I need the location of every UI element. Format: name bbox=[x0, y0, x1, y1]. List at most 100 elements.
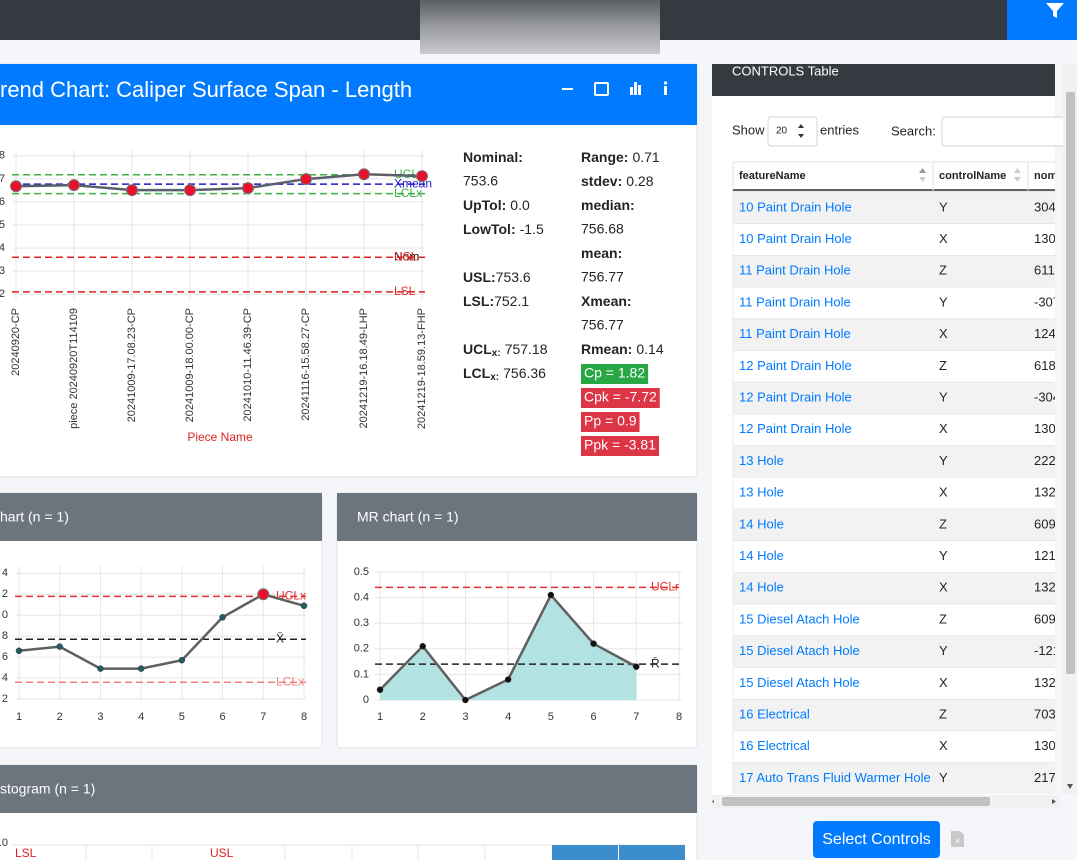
stat-line: stdev: 0.28 bbox=[581, 173, 654, 189]
scroll-arrow[interactable] bbox=[1067, 784, 1073, 789]
maximize-icon[interactable] bbox=[594, 82, 609, 96]
scroll-arrow[interactable] bbox=[711, 799, 715, 804]
i-chart-header bbox=[0, 493, 322, 541]
page-size-select[interactable] bbox=[767, 116, 818, 147]
feature-link[interactable]: 13 Hole bbox=[739, 485, 784, 500]
v-scroll-thumb[interactable] bbox=[1066, 92, 1075, 674]
stat-label: USL: bbox=[463, 269, 496, 285]
feature-link[interactable]: 10 Paint Drain Hole bbox=[739, 231, 852, 246]
table-cell: Y bbox=[939, 389, 948, 404]
stat-value: 0.14 bbox=[636, 341, 663, 357]
stat-value: 752.1 bbox=[494, 293, 529, 309]
table-cell: X bbox=[939, 738, 948, 753]
y-tick-label: 0.3 bbox=[354, 617, 369, 629]
data-point bbox=[126, 184, 138, 197]
table-cell: 1321. bbox=[1034, 580, 1067, 595]
table-cell: X bbox=[939, 675, 948, 690]
table-cell: Z bbox=[939, 611, 947, 626]
usl-marker: USL bbox=[210, 846, 234, 860]
x-tick-label: 20241116-15.58.27-CP bbox=[300, 308, 312, 421]
column-header[interactable]: nomi bbox=[1034, 170, 1060, 182]
data-point bbox=[419, 642, 426, 650]
controls-title: CONTROLS Table bbox=[732, 63, 839, 78]
y-tick-label: 8 bbox=[2, 630, 8, 642]
feature-link[interactable]: 15 Diesel Atach Hole bbox=[739, 643, 860, 658]
feature-link[interactable]: 17 Auto Trans Fluid Warmer Hole bbox=[739, 770, 931, 785]
table-cell: Z bbox=[939, 263, 947, 278]
feature-link[interactable]: 15 Diesel Atach Hole bbox=[739, 675, 860, 690]
table-cell: 609.7 bbox=[1034, 516, 1067, 531]
x-tick-label: 2 bbox=[57, 711, 63, 723]
feature-link[interactable]: 15 Diesel Atach Hole bbox=[739, 611, 860, 626]
mr-chart-header bbox=[337, 493, 697, 541]
h-scroll-thumb[interactable] bbox=[722, 797, 990, 806]
table-cell: 222.1 bbox=[1034, 453, 1067, 468]
feature-link[interactable]: 12 Paint Drain Hole bbox=[739, 358, 852, 373]
feature-link[interactable]: 12 Paint Drain Hole bbox=[739, 389, 852, 404]
feature-link[interactable]: 13 Hole bbox=[739, 453, 784, 468]
chart-icon[interactable] bbox=[630, 82, 641, 95]
data-point bbox=[633, 663, 640, 670]
feature-link[interactable]: 14 Hole bbox=[739, 516, 784, 531]
x-axis-label: Piece Name bbox=[187, 430, 253, 444]
feature-link[interactable]: 11 Paint Drain Hole bbox=[739, 326, 851, 341]
select-controls-button[interactable] bbox=[813, 821, 940, 858]
sort-icon bbox=[1014, 177, 1021, 182]
x-tick-label: 20241009-17.08.23-CP bbox=[126, 308, 138, 422]
x-tick-label: 6 bbox=[591, 711, 597, 723]
data-point bbox=[10, 180, 22, 193]
info-icon[interactable] bbox=[663, 81, 668, 95]
feature-link[interactable]: 10 Paint Drain Hole bbox=[739, 199, 852, 214]
data-point bbox=[547, 591, 555, 599]
data-line bbox=[18, 592, 305, 670]
sort-icon bbox=[1014, 168, 1021, 173]
stat-line: LSL:752.1 bbox=[463, 293, 529, 309]
table-cell: Y bbox=[939, 548, 948, 563]
y-tick-label: 6 bbox=[2, 651, 8, 663]
feature-link[interactable]: 11 Paint Drain Hole bbox=[739, 294, 851, 309]
feature-link[interactable]: 16 Electrical bbox=[739, 706, 810, 721]
table-cell: Y bbox=[939, 453, 948, 468]
y-tick-label: 8 bbox=[0, 150, 5, 162]
export-icon[interactable]: x bbox=[951, 831, 964, 847]
feature-link[interactable]: 12 Paint Drain Hole bbox=[739, 421, 852, 436]
reference-label: UCLr bbox=[651, 580, 679, 594]
search-input[interactable] bbox=[941, 116, 1068, 147]
badge-text: Cp = 1.82 bbox=[584, 365, 645, 381]
badge bbox=[581, 388, 660, 408]
show-label: Show bbox=[732, 122, 765, 137]
column-header[interactable]: featureName bbox=[739, 170, 806, 182]
stat-value: 0.28 bbox=[626, 173, 653, 189]
table-row bbox=[732, 667, 1055, 700]
table-cell: 1305. bbox=[1034, 738, 1067, 753]
x-tick-label: 5 bbox=[548, 711, 554, 723]
data-point bbox=[590, 640, 597, 647]
scroll-arrow[interactable] bbox=[1052, 799, 1056, 804]
feature-link[interactable]: 14 Hole bbox=[739, 548, 784, 563]
x-tick-label: 5 bbox=[179, 711, 185, 723]
sort-icon bbox=[919, 168, 926, 173]
column-header[interactable]: controlName bbox=[939, 170, 1006, 182]
search-label: Search: bbox=[891, 123, 936, 138]
x-tick-label: 2 bbox=[420, 711, 426, 723]
table-cell: 609.7 bbox=[1034, 611, 1067, 626]
y-tick-label: 4 bbox=[0, 242, 5, 254]
stat-label: mean: bbox=[581, 245, 622, 261]
feature-link[interactable]: 11 Paint Drain Hole bbox=[739, 263, 851, 278]
reference-label: R̄ bbox=[651, 656, 660, 670]
table-cell: 618.5 bbox=[1034, 358, 1067, 373]
table-cell: 217.1 bbox=[1034, 770, 1067, 785]
stat-value: 753.6 bbox=[496, 269, 531, 285]
table-row bbox=[732, 223, 1055, 256]
feature-link[interactable]: 16 Electrical bbox=[739, 738, 810, 753]
table-cell: X bbox=[939, 326, 948, 341]
data-line bbox=[15, 172, 423, 192]
x-tick-label: 20241010-11.46.39-CP bbox=[242, 308, 254, 422]
filter-button[interactable] bbox=[1007, 0, 1077, 40]
reference-label: LCLx bbox=[276, 674, 304, 688]
stat-value: -1.5 bbox=[520, 221, 544, 237]
badge bbox=[581, 412, 640, 432]
stat-value: 756.77 bbox=[581, 269, 624, 285]
feature-link[interactable]: 14 Hole bbox=[739, 580, 784, 595]
table-cell: 1321. bbox=[1034, 675, 1067, 690]
